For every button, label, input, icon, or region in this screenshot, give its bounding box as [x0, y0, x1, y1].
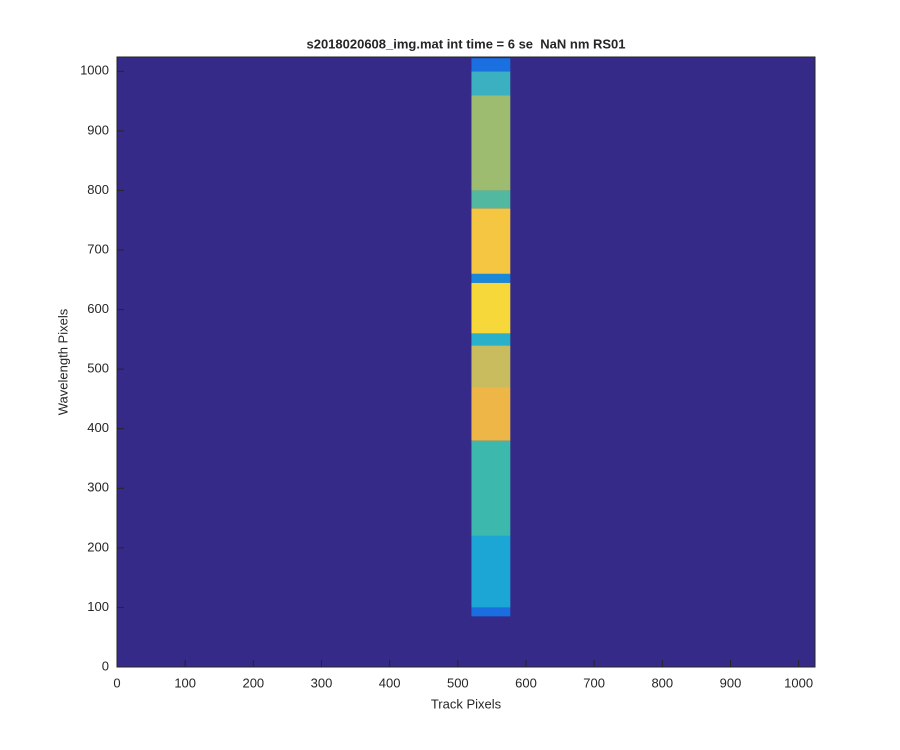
x-tick-label: 100 — [174, 675, 196, 690]
x-tick-label: 300 — [311, 675, 333, 690]
x-tick-label: 800 — [651, 675, 673, 690]
intensity-band — [471, 208, 511, 274]
x-tick-label: 500 — [447, 675, 469, 690]
y-tick-label: 800 — [87, 182, 109, 197]
y-tick-label: 700 — [87, 241, 109, 256]
y-axis-label: Wavelength Pixels — [55, 308, 70, 415]
intensity-band — [471, 607, 511, 617]
intensity-band — [471, 345, 511, 388]
y-tick-label: 500 — [87, 361, 109, 376]
intensity-band — [471, 95, 511, 191]
y-tick-label: 1000 — [80, 63, 109, 78]
x-tick-label: 400 — [379, 675, 401, 690]
y-tick-label: 100 — [87, 599, 109, 614]
intensity-band — [471, 535, 511, 608]
y-tick-label: 400 — [87, 420, 109, 435]
axes-box — [116, 56, 816, 668]
intensity-band — [471, 387, 511, 441]
x-tick-label: 1000 — [784, 675, 813, 690]
intensity-band — [471, 282, 511, 334]
intensity-band — [471, 440, 511, 536]
y-tick-label: 600 — [87, 301, 109, 316]
intensity-band — [471, 71, 511, 96]
y-tick-label: 900 — [87, 122, 109, 137]
x-tick-label: 0 — [113, 675, 120, 690]
chart-title: s2018020608_img.mat int time = 6 se NaN … — [306, 36, 625, 51]
intensity-band — [471, 273, 511, 283]
y-tick-label: 300 — [87, 480, 109, 495]
x-axis-label: Track Pixels — [431, 696, 502, 711]
x-tick-label: 600 — [515, 675, 537, 690]
intensity-band — [471, 333, 511, 346]
x-tick-label: 900 — [720, 675, 742, 690]
intensity-band — [471, 190, 511, 209]
x-tick-label: 200 — [242, 675, 264, 690]
intensity-band — [471, 58, 511, 72]
y-tick-label: 200 — [87, 539, 109, 554]
image-background — [117, 57, 815, 667]
x-tick-label: 700 — [583, 675, 605, 690]
y-tick-label: 0 — [102, 658, 109, 673]
